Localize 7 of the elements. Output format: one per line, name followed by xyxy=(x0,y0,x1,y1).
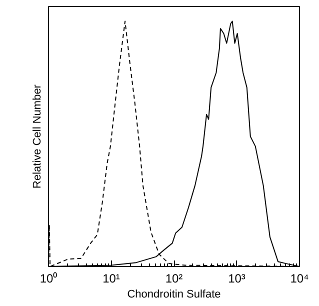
x-tick-label: 10¹ xyxy=(102,272,120,286)
x-tick-label: 10⁴ xyxy=(290,272,309,286)
x-axis-title: Chondroitin Sulfate xyxy=(127,288,221,300)
x-tick-label: 10² xyxy=(165,272,183,286)
y-axis-title: Relative Cell Number xyxy=(32,84,44,188)
x-tick-label: 10⁰ xyxy=(40,272,58,286)
x-tick-label: 10³ xyxy=(228,272,246,286)
